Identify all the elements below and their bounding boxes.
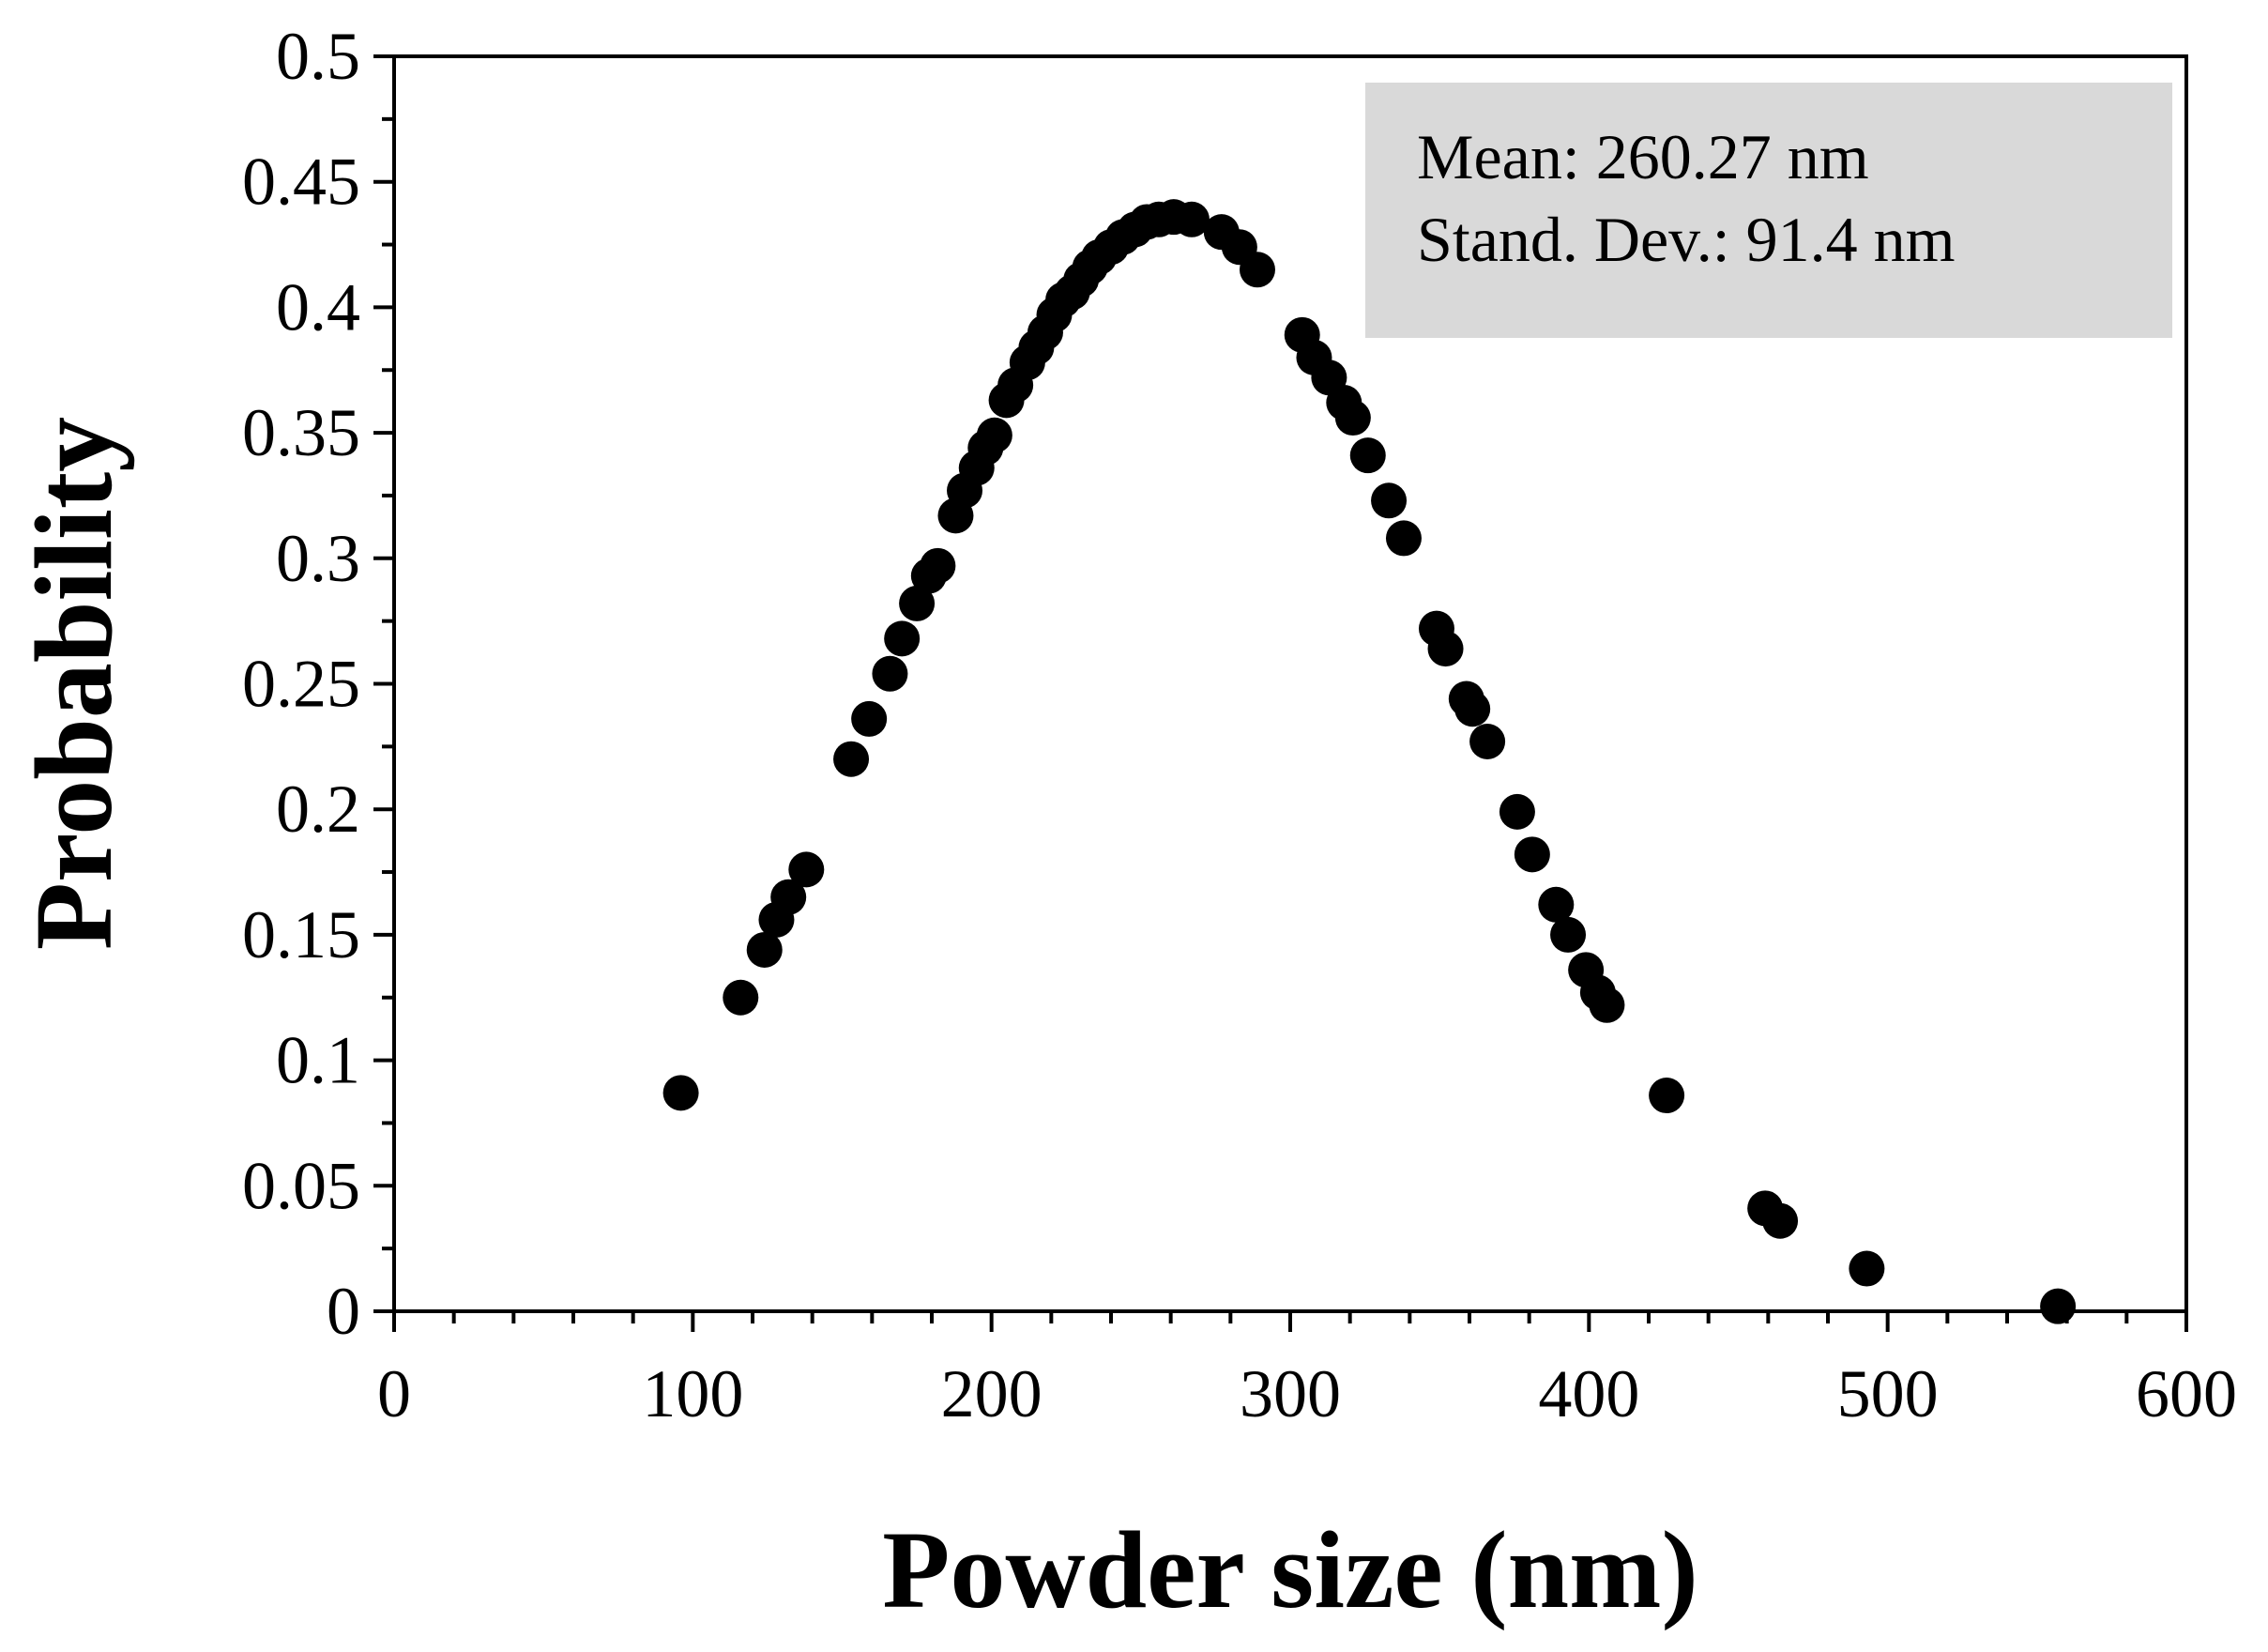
data-point [1538,886,1575,923]
data-point [1334,400,1371,436]
data-point [872,655,908,692]
annotation-std-text: Stand. Dev.: 91.4 nm [1417,204,1956,275]
annotation-mean-text: Mean: 260.27 nm [1417,121,1869,192]
y-tick-label: 0.5 [276,19,360,94]
y-tick-label: 0.25 [242,647,360,722]
data-point [1514,836,1550,873]
x-tick-label: 100 [642,1356,743,1431]
y-tick-label: 0.15 [242,897,360,972]
data-point [1454,691,1491,727]
data-point [1239,252,1275,288]
data-point [1589,987,1625,1023]
x-tick-label: 600 [2136,1356,2237,1431]
y-tick-label: 0.45 [242,145,360,220]
y-tick-label: 0.35 [242,395,360,470]
data-point [788,851,825,888]
y-tick-label: 0.4 [276,269,360,344]
annotation-background [1365,83,2172,338]
data-point [833,741,870,777]
y-tick-label: 0.1 [276,1023,360,1098]
data-point [884,620,921,657]
statistics-annotation-box: Mean: 260.27 nm Stand. Dev.: 91.4 nm [1365,83,2172,338]
data-point [1649,1078,1685,1114]
data-point [851,700,888,737]
data-point [1469,724,1506,760]
y-tick-label: 0 [327,1274,360,1349]
x-tick-label: 0 [377,1356,411,1431]
x-tick-label: 300 [1240,1356,1341,1431]
data-point [2040,1288,2077,1324]
data-point [1499,793,1535,830]
y-tick-label: 0.3 [276,521,360,596]
data-point [770,879,807,915]
x-axis: 0 100 200 300 400 500 600 [377,1311,2237,1431]
data-point [1385,520,1422,557]
data-point [1371,482,1408,519]
data-point [1550,916,1587,953]
x-tick-label: 200 [941,1356,1043,1431]
data-point [920,547,956,584]
x-axis-title: Powder size (nm) [882,1508,1698,1631]
data-point [976,417,1012,453]
data-point [1349,437,1386,474]
data-point [899,585,936,621]
data-point [746,931,783,968]
data-point [662,1075,699,1111]
y-tick-label: 0.2 [276,772,360,847]
data-points [662,199,2077,1324]
y-axis-title: Probability [12,417,135,950]
data-point [723,979,759,1016]
x-tick-label: 500 [1837,1356,1939,1431]
data-point [1762,1202,1799,1239]
data-point [1849,1250,1885,1287]
x-tick-label: 400 [1538,1356,1639,1431]
data-point [1173,201,1210,237]
y-tick-label: 0.05 [242,1148,360,1223]
data-point [1427,631,1464,667]
y-axis: 0 0.05 0.1 0.15 0.2 0.25 0.3 0.35 0.4 0.45 0.5 [242,19,394,1349]
